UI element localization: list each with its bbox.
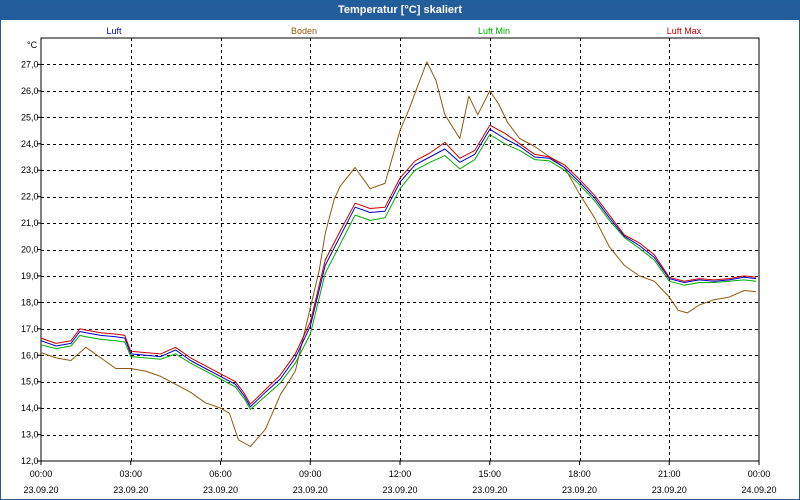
y-tick-label: 25,0 <box>21 112 39 122</box>
y-tick-label: 15,0 <box>21 377 39 387</box>
x-tick-date: 23.09.20 <box>203 485 238 495</box>
y-tick-label: 24,0 <box>21 139 39 149</box>
y-axis-unit: °C <box>27 40 38 50</box>
x-tick-time: 21:00 <box>658 469 681 479</box>
x-tick-time: 15:00 <box>478 469 501 479</box>
y-tick-label: 13,0 <box>21 430 39 440</box>
y-tick-label: 12,0 <box>21 456 39 466</box>
x-tick-time: 09:00 <box>299 469 322 479</box>
series-line-boden <box>40 61 757 447</box>
legend-item: Luft Max <box>667 26 702 36</box>
series-line-luft <box>40 128 757 408</box>
x-tick-date: 23.09.20 <box>293 485 328 495</box>
x-tick-time: 00:00 <box>748 469 771 479</box>
x-tick-time: 00:00 <box>30 469 53 479</box>
x-tick-date: 23.09.20 <box>652 485 687 495</box>
x-tick-date: 23.09.20 <box>472 485 507 495</box>
y-tick-label: 18,0 <box>21 297 39 307</box>
x-tick-date: 23.09.20 <box>113 485 148 495</box>
y-tick-label: 17,0 <box>21 324 39 334</box>
series-line-luft-min <box>40 134 757 410</box>
grid <box>41 38 759 461</box>
y-tick-label: 16,0 <box>21 350 39 360</box>
y-tick-label: 22,0 <box>21 192 39 202</box>
y-axis-ticks: 12,0 13,0 14,0 15,0 16,0 17,0 18,0 19,0 20,0 21,0… <box>21 59 41 466</box>
y-tick-label: 26,0 <box>21 86 39 96</box>
x-tick-time: 03:00 <box>119 469 142 479</box>
x-axis-ticks: 00:00 23.09.20 03:00 23.09.20 06:00 23.09.20 0… <box>23 461 777 495</box>
x-tick-date: 23.09.20 <box>562 485 597 495</box>
x-tick-time: 06:00 <box>209 469 232 479</box>
x-tick-time: 18:00 <box>568 469 591 479</box>
legend: Luft Boden Luft Min Luft Max <box>106 26 701 36</box>
series-lines <box>40 61 757 447</box>
y-tick-label: 14,0 <box>21 403 39 413</box>
y-tick-label: 19,0 <box>21 271 39 281</box>
x-tick-date: 24.09.20 <box>741 485 776 495</box>
chart-title: Temperatur [°C] skaliert <box>1 1 799 20</box>
y-tick-label: 21,0 <box>21 218 39 228</box>
legend-item: Luft <box>106 26 122 36</box>
legend-item: Luft Min <box>478 26 510 36</box>
series-line-luft-max <box>40 124 757 405</box>
y-tick-label: 27,0 <box>21 59 39 69</box>
x-tick-date: 23.09.20 <box>382 485 417 495</box>
x-tick-date: 23.09.20 <box>23 485 58 495</box>
x-tick-time: 12:00 <box>389 469 412 479</box>
y-tick-label: 23,0 <box>21 165 39 175</box>
legend-item: Boden <box>291 26 317 36</box>
y-tick-label: 20,0 <box>21 245 39 255</box>
